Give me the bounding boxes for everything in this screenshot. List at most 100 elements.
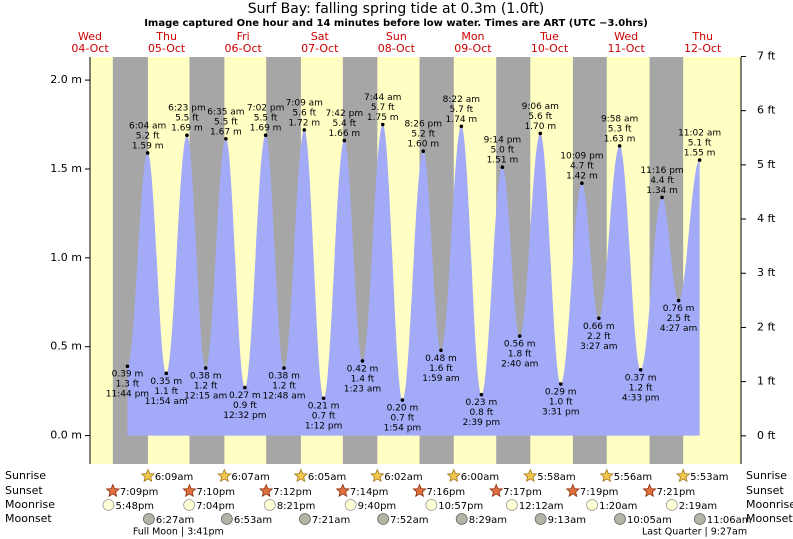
tide-label: 1.63 m — [604, 134, 636, 144]
tide-label: 0.8 ft — [470, 408, 494, 418]
sunset-time: 7:10pm — [196, 487, 235, 498]
moonset-time: 11:06am — [707, 515, 752, 526]
tide-point — [697, 158, 702, 162]
tide-point — [342, 138, 347, 143]
tide-label: 0.21 m — [308, 402, 340, 412]
weekday-label: Wed — [614, 30, 638, 43]
tide-label: 5.5 ft — [214, 117, 238, 127]
date-label: 08-Oct — [378, 42, 416, 55]
sunset-icon — [412, 483, 427, 498]
tide-label: 0.42 m — [347, 364, 379, 374]
tide-label: 1.8 ft — [508, 350, 532, 360]
row-label: Sunrise — [5, 469, 46, 482]
tide-label: 1.70 m — [524, 122, 556, 132]
moonset-icon — [614, 513, 626, 525]
moon-phase: Last Quarter | 9:27am — [642, 527, 747, 538]
weekday-label: Thu — [155, 30, 177, 43]
tide-label: 0.39 m — [112, 370, 144, 380]
moonrise-icon — [505, 499, 518, 511]
tide-label: 1.66 m — [329, 129, 361, 139]
sunrise-icon — [676, 468, 691, 483]
moonrise-time: 1:20am — [599, 501, 637, 512]
tide-point — [676, 298, 681, 303]
tide-label: 5.2 ft — [136, 131, 160, 141]
tide-label: 0.48 m — [425, 354, 457, 364]
sunset-icon — [642, 483, 657, 498]
weekday-label: Sun — [386, 30, 407, 43]
sunrise-time: 6:02am — [384, 472, 422, 483]
tide-label: 6:04 am — [129, 121, 166, 131]
sunset-time: 7:19pm — [580, 487, 619, 498]
moonset-time: 6:27am — [156, 515, 194, 526]
tide-label: 5.7 ft — [371, 103, 395, 113]
tide-label: 5.5 ft — [175, 114, 199, 124]
moonrise-time: 12:12am — [519, 501, 564, 512]
tide-label: 11:44 pm — [106, 390, 149, 400]
tide-label: 5.1 ft — [688, 139, 712, 149]
tide-label: 0.20 m — [387, 404, 419, 414]
tide-label: 1.51 m — [487, 156, 519, 166]
row-label: Moonset — [746, 512, 793, 525]
row-label: Moonrise — [746, 498, 793, 511]
y-tick-label: 0.5 m — [50, 340, 82, 353]
moonrise-icon — [102, 499, 115, 511]
tide-label: 0.66 m — [583, 322, 615, 332]
y2-tick-label: 6 ft — [757, 104, 776, 117]
tide-label: 1.2 ft — [194, 382, 218, 392]
tide-label: 10:09 pm — [560, 152, 603, 162]
tide-label: 12:15 am — [184, 392, 227, 402]
moonset-icon — [142, 513, 155, 525]
tide-label: 4:27 am — [660, 324, 697, 334]
sunset-time: 7:12pm — [273, 487, 312, 498]
chart-subtitle: Image captured One hour and 14 minutes b… — [144, 18, 648, 29]
tide-label: 7:02 pm — [247, 104, 285, 114]
tide-point — [638, 368, 643, 372]
tide-label: 0.38 m — [268, 372, 300, 382]
tide-label: 2.5 ft — [667, 314, 691, 324]
tide-point — [580, 181, 584, 185]
y-tick-label: 1.0 m — [50, 251, 82, 264]
moonrise-icon — [425, 499, 438, 511]
tide-label: 1:23 am — [344, 384, 381, 394]
tide-label: 6:23 pm — [168, 104, 206, 114]
tide-label: 0.29 m — [545, 388, 577, 398]
tide-point — [243, 385, 247, 390]
sunset-icon — [565, 483, 581, 498]
tide-label: 1:59 am — [422, 374, 459, 384]
row-label: Sunset — [5, 484, 43, 497]
moonset-time: 8:29am — [469, 515, 507, 526]
tide-label: 1.75 m — [367, 113, 399, 123]
tide-point — [164, 371, 169, 376]
y-tick-label: 1.5 m — [50, 162, 82, 175]
tide-label: 7:09 am — [286, 98, 323, 108]
tide-label: 2.2 ft — [587, 332, 611, 342]
moonset-icon — [377, 513, 390, 525]
tide-label: 2:40 am — [501, 360, 538, 370]
tide-label: 0.37 m — [625, 373, 657, 383]
tide-label: 4.7 ft — [570, 162, 594, 172]
moonset-icon — [455, 513, 468, 525]
date-label: 11-Oct — [607, 42, 645, 55]
tide-point — [282, 366, 286, 370]
tide-label: 12:48 am — [262, 392, 305, 402]
moon-phase: Full Moon | 3:41pm — [133, 527, 224, 538]
tide-point — [321, 396, 326, 401]
moonrise-icon — [586, 499, 598, 511]
tide-point — [517, 334, 522, 338]
tide-label: 1.67 m — [210, 127, 242, 137]
moonrise-icon — [344, 499, 357, 511]
moonset-time: 7:52am — [390, 515, 428, 526]
tide-point — [360, 359, 365, 363]
weekday-label: Tue — [539, 30, 559, 43]
tide-label: 1.6 ft — [429, 364, 453, 374]
weekday-label: Fri — [237, 30, 250, 43]
tide-label: 3:27 am — [580, 342, 617, 352]
moonset-icon — [299, 513, 311, 525]
tide-label: 12:32 pm — [223, 411, 266, 421]
moonset-time: 6:53am — [234, 515, 272, 526]
tide-label: 1.3 ft — [116, 380, 140, 390]
tide-point — [500, 165, 505, 169]
row-label: Sunset — [746, 484, 784, 497]
tide-point — [421, 149, 426, 153]
